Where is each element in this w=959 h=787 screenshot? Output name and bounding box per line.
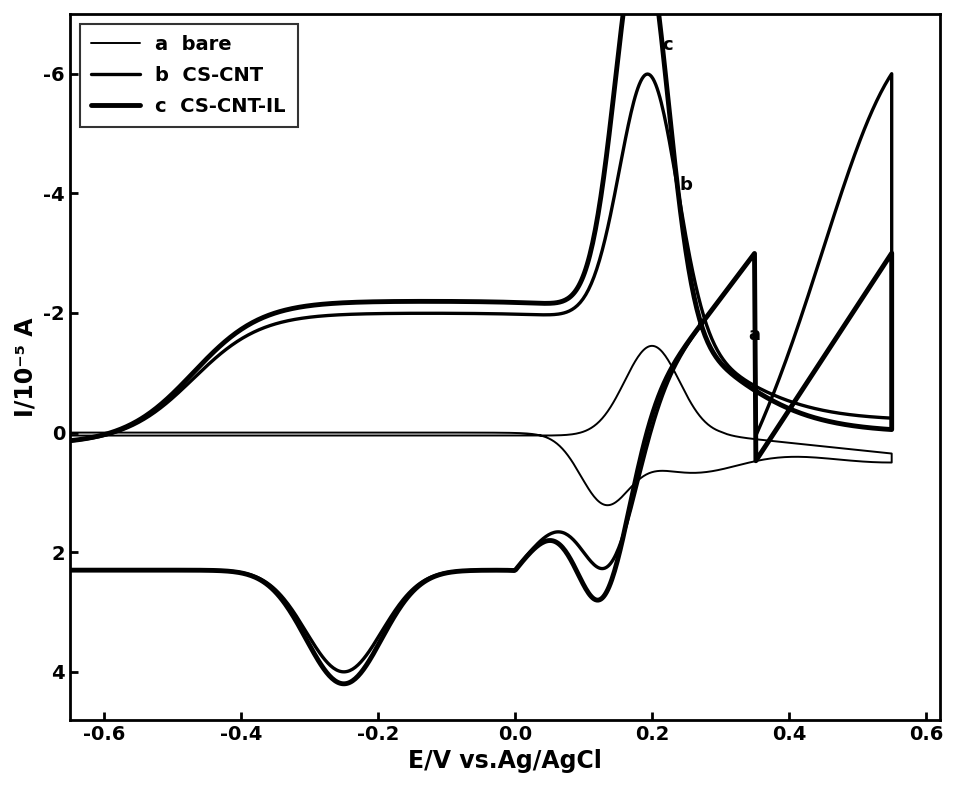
c  CS-CNT-IL (64, 436, 76, 445)
b  CS-CNT (778, 394, 789, 404)
c  CS-CNT-IL (779, 402, 790, 412)
c  CS-CNT-IL (619, 1, 630, 10)
c  CS-CNT-IL (341, 298, 353, 308)
Y-axis label: I/10⁻⁵ A: I/10⁻⁵ A (13, 317, 38, 416)
a  bare (619, 377, 630, 386)
a  bare (843, 456, 854, 465)
a  bare (341, 430, 353, 440)
c  CS-CNT-IL (282, 305, 293, 314)
b  CS-CNT (64, 565, 76, 575)
c  CS-CNT-IL (809, 366, 821, 375)
c  CS-CNT-IL (843, 313, 854, 323)
b  CS-CNT (339, 667, 350, 677)
Line: a  bare: a bare (70, 345, 892, 505)
Line: b  CS-CNT: b CS-CNT (70, 74, 892, 672)
b  CS-CNT (843, 165, 854, 175)
a  bare (602, 501, 614, 510)
b  CS-CNT (64, 436, 76, 445)
Text: a: a (748, 326, 760, 344)
a  bare (645, 341, 657, 350)
b  CS-CNT (886, 69, 898, 79)
b  CS-CNT (619, 141, 630, 150)
a  bare (809, 453, 821, 462)
b  CS-CNT (809, 270, 821, 279)
a  bare (64, 428, 76, 438)
Line: c  CS-CNT-IL: c CS-CNT-IL (70, 0, 892, 684)
Text: c: c (663, 35, 673, 54)
c  CS-CNT-IL (339, 679, 350, 689)
a  bare (779, 438, 790, 447)
b  CS-CNT (282, 316, 293, 326)
b  CS-CNT (341, 310, 353, 320)
X-axis label: E/V vs.Ag/AgCl: E/V vs.Ag/AgCl (408, 749, 601, 773)
Text: b: b (679, 176, 692, 194)
c  CS-CNT-IL (64, 565, 76, 575)
Legend: a  bare, b  CS-CNT, c  CS-CNT-IL: a bare, b CS-CNT, c CS-CNT-IL (80, 24, 297, 127)
a  bare (282, 430, 293, 440)
a  bare (64, 430, 76, 440)
